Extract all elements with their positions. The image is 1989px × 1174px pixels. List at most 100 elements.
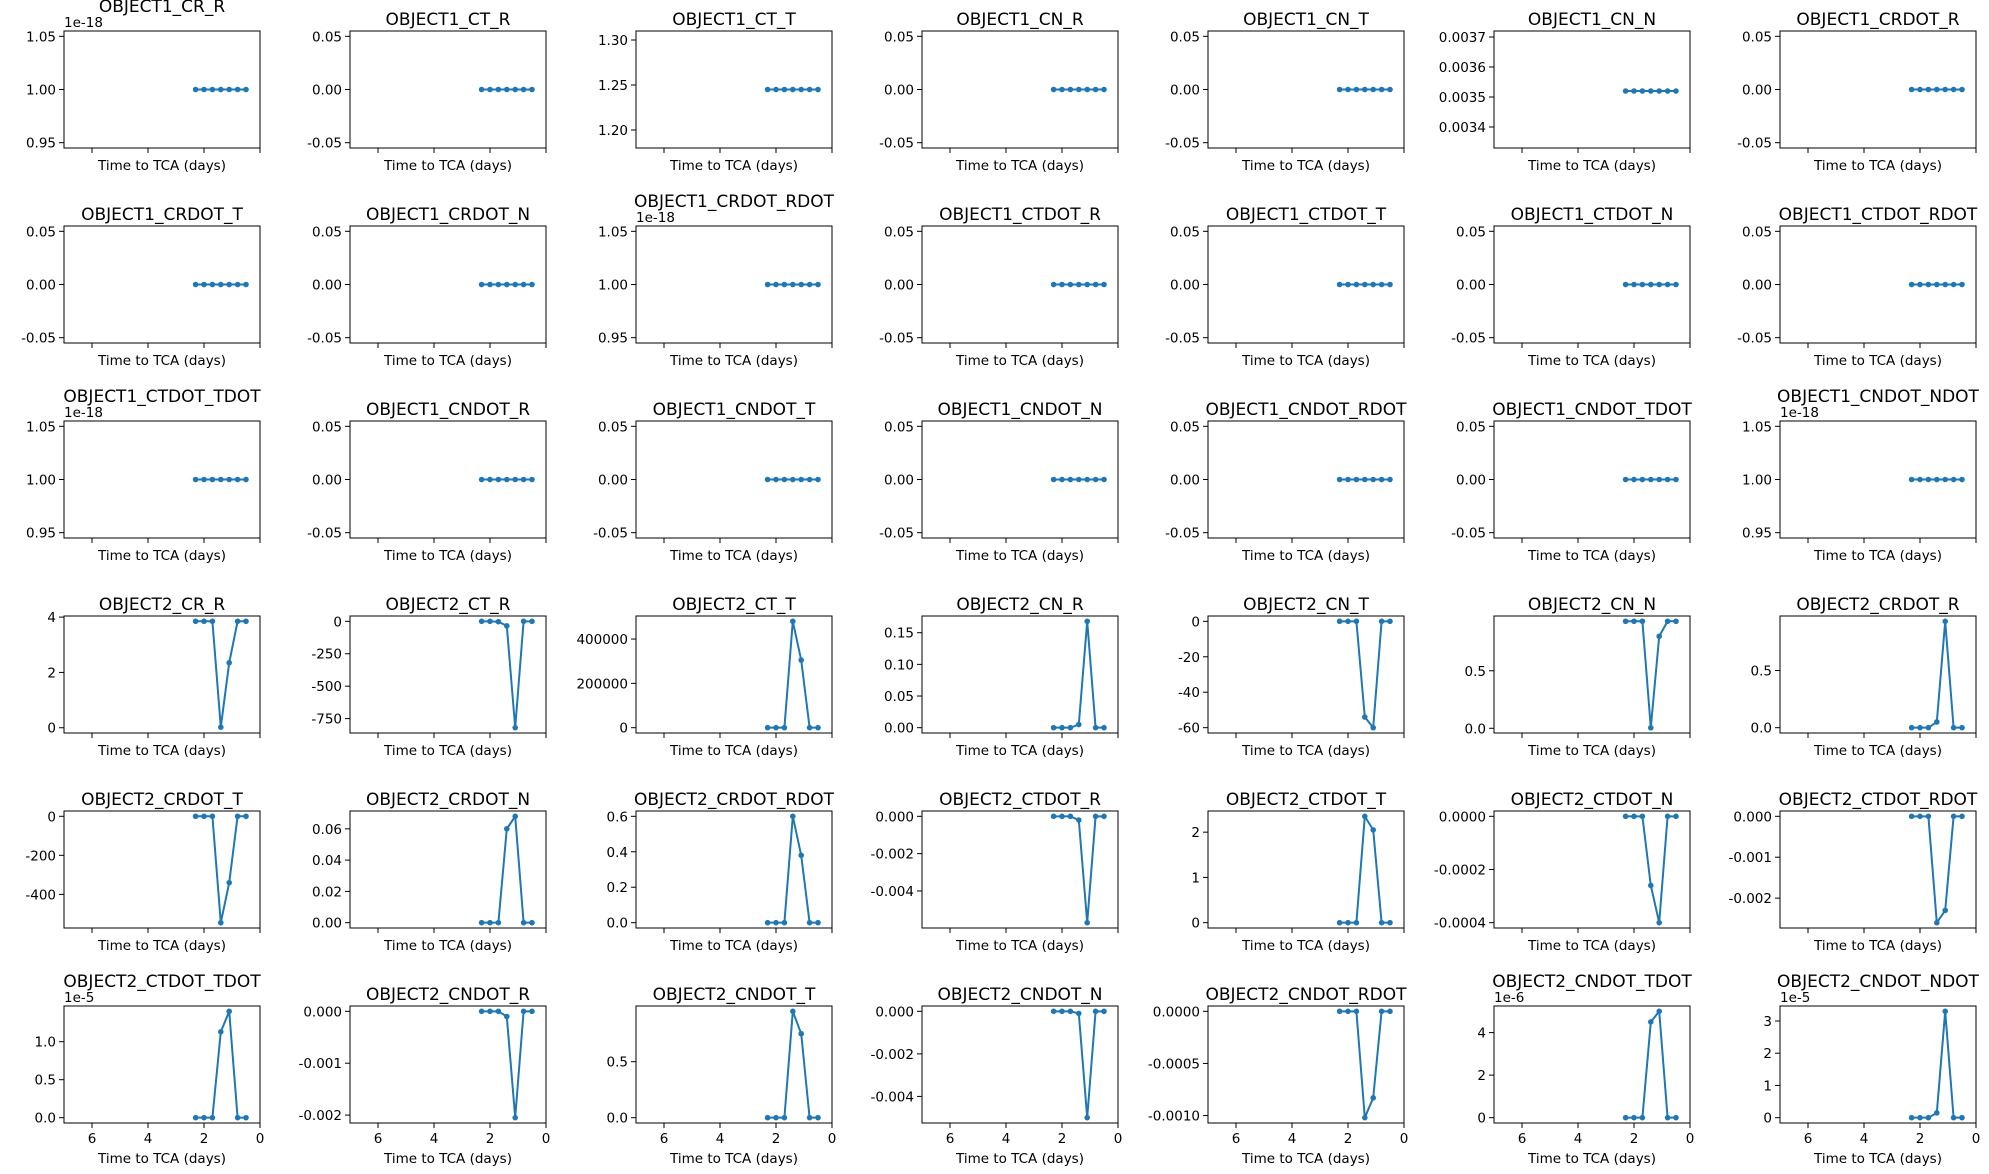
data-point-p26: [1664, 618, 1671, 625]
x-axis-label-p36: Time to TCA (days): [383, 1151, 512, 1167]
y-tick-label-p24: 0.15: [884, 626, 914, 642]
data-point-p9: [781, 281, 788, 288]
y-tick-label-p26: 0.0: [1465, 721, 1486, 737]
x-axis-label-p31: Time to TCA (days): [955, 938, 1084, 954]
data-point-p40: [1664, 1114, 1671, 1121]
data-point-p28: [218, 919, 224, 926]
data-point-p20: [1908, 476, 1915, 483]
axes-frame-p26: [1493, 615, 1691, 734]
data-point-p26: [1622, 618, 1629, 625]
axes-frame-p5: [1493, 30, 1691, 149]
data-point-p27: [1934, 719, 1940, 725]
data-point-p31: [1101, 813, 1107, 820]
chart-title-p21: OBJECT2_CR_R: [99, 595, 226, 615]
y-tick-label-p11: -0.05: [1165, 331, 1200, 347]
y-tick-label-p38: -0.002: [870, 1047, 914, 1063]
axes-frame-p38: [921, 1005, 1119, 1124]
y-tick-label-p19: 0.00: [1456, 473, 1486, 489]
y-tick-label-p17: 0.05: [884, 419, 914, 435]
data-point-p21: [209, 618, 216, 625]
data-point-p18: [1362, 476, 1368, 483]
data-point-p33: [1622, 813, 1629, 820]
data-point-p23: [815, 724, 821, 731]
y-tick-label-p18: -0.05: [1165, 526, 1200, 542]
data-point-p18: [1353, 476, 1360, 483]
data-point-p18: [1345, 476, 1351, 483]
y-tick-label-p36: -0.001: [298, 1056, 342, 1072]
y-tick-label-p28: -200: [25, 848, 56, 864]
chart-title-p24: OBJECT2_CN_R: [956, 595, 1083, 615]
y-tick-label-p5: 0.0037: [1439, 30, 1486, 46]
y-tick-label-p30: 0.6: [607, 809, 628, 825]
chart-title-p32: OBJECT2_CTDOT_T: [1226, 790, 1387, 810]
data-point-p22: [495, 618, 502, 625]
data-point-p33: [1631, 813, 1637, 820]
data-point-p29: [478, 919, 485, 926]
y-tick-label-p29: 0.02: [312, 884, 342, 900]
data-point-p36: [478, 1008, 485, 1015]
data-point-p16: [815, 476, 821, 483]
chart-title-p33: OBJECT2_CTDOT_N: [1511, 790, 1674, 810]
x-tick-label-p41: 4: [1860, 1131, 1869, 1147]
y-tick-label-p35: 1.0: [35, 1035, 56, 1051]
y-tick-label-p9: 1.00: [598, 278, 628, 294]
y-tick-label-p11: 0.00: [1170, 278, 1200, 294]
data-point-p28: [243, 813, 249, 820]
y-tick-label-p31: -0.004: [870, 884, 914, 900]
y-tick-label-p35: 0.5: [35, 1073, 56, 1089]
data-point-p13: [1934, 281, 1940, 288]
y-tick-label-p2: 1.30: [598, 33, 628, 49]
data-point-p1: [487, 86, 493, 93]
data-point-p12: [1656, 281, 1662, 288]
data-point-p20: [1959, 476, 1965, 483]
data-point-p13: [1925, 281, 1932, 288]
data-point-p36: [512, 1114, 518, 1121]
series-line-p37: [767, 1010, 818, 1119]
data-point-p38: [1067, 1008, 1074, 1015]
y-tick-label-p15: 0.00: [312, 473, 342, 489]
data-point-p22: [504, 623, 510, 629]
y-tick-label-p5: 0.0035: [1439, 90, 1486, 106]
y-tick-label-p40: 4: [1477, 1026, 1486, 1042]
chart-title-p1: OBJECT1_CT_R: [386, 10, 511, 30]
y-tick-label-p13: 0.00: [1742, 278, 1772, 294]
data-point-p24: [1076, 721, 1082, 728]
x-axis-label-p13: Time to TCA (days): [1813, 353, 1942, 369]
y-tick-label-p23: 0: [619, 721, 628, 737]
series-line-p40: [1625, 1008, 1676, 1119]
x-axis-label-p9: Time to TCA (days): [669, 353, 798, 369]
chart-title-p7: OBJECT1_CRDOT_T: [81, 205, 243, 225]
series-line-p30: [767, 816, 818, 924]
data-point-p16: [781, 476, 788, 483]
x-axis-label-p3: Time to TCA (days): [955, 158, 1084, 174]
y-tick-label-p11: 0.05: [1170, 224, 1200, 240]
data-point-p16: [798, 476, 804, 483]
data-point-p15: [495, 476, 502, 483]
data-point-p7: [218, 281, 224, 288]
data-point-p21: [201, 618, 207, 625]
series-line-p33: [1625, 815, 1676, 923]
data-point-p17: [1076, 476, 1082, 483]
data-point-p18: [1387, 476, 1393, 483]
data-point-p23: [773, 724, 779, 731]
x-axis-label-p11: Time to TCA (days): [1241, 353, 1370, 369]
x-tick-label-p41: 0: [1972, 1131, 1981, 1147]
y-tick-label-p29: 0.04: [312, 853, 342, 869]
data-point-p35: [226, 1008, 232, 1015]
data-point-p36: [529, 1008, 535, 1015]
data-point-p1: [478, 86, 485, 93]
y-tick-label-p4: 0.00: [1170, 83, 1200, 99]
y-tick-label-p22: 0: [333, 614, 342, 630]
data-point-p21: [243, 618, 249, 625]
chart-title-p30: OBJECT2_CRDOT_RDOT: [634, 790, 835, 810]
x-axis-label-p2: Time to TCA (days): [669, 158, 798, 174]
y-tick-label-p8: 0.05: [312, 224, 342, 240]
data-point-p8: [529, 281, 535, 288]
y-tick-label-p1: 0.00: [312, 83, 342, 99]
x-tick-label-p38: 6: [946, 1131, 955, 1147]
data-point-p15: [512, 476, 518, 483]
chart-title-p5: OBJECT1_CN_N: [1528, 10, 1656, 30]
data-point-p19: [1664, 476, 1671, 483]
data-point-p25: [1387, 618, 1393, 625]
